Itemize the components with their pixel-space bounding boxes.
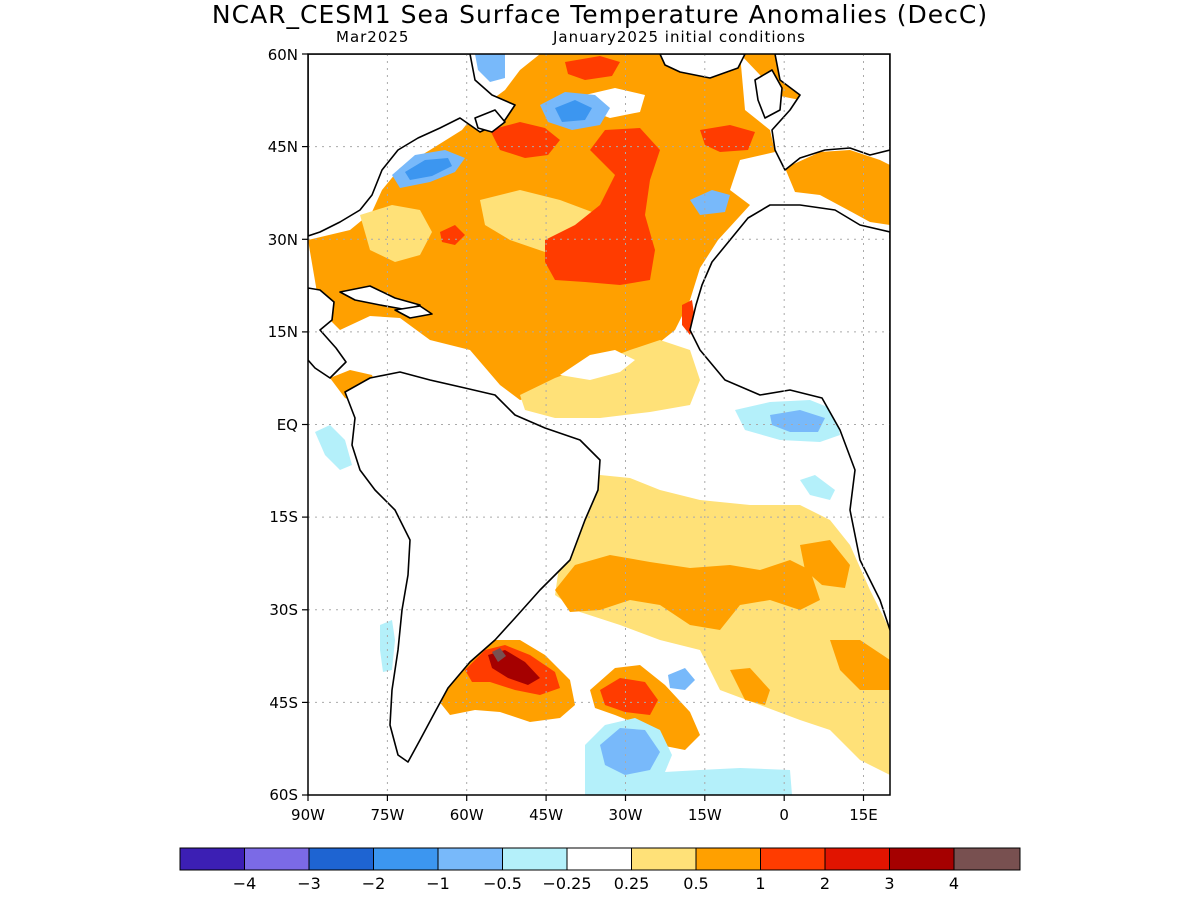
colorbar-label-5: −0.25 (542, 874, 591, 893)
lat-label-eq: EQ (277, 416, 298, 434)
colorbar-box-6 (566, 847, 632, 871)
greenland-land (659, 54, 746, 79)
colorbar-label-9: 2 (820, 874, 830, 893)
lon-label-60w: 60W (450, 806, 484, 824)
colorbar-box-1 (244, 847, 310, 871)
colorbar-box-7 (631, 847, 697, 871)
colorbar-label-11: 4 (949, 874, 959, 893)
anomaly-area-mid-red (600, 678, 658, 715)
lon-labels: 90W 75W 60W 45W 30W 15W 0 15E (291, 806, 878, 824)
colorbar-label-1: −3 (297, 874, 321, 893)
colorbar-box-0 (179, 847, 245, 871)
lat-label-15s: 15S (269, 508, 298, 526)
lon-label-0: 0 (779, 806, 789, 824)
colorbar-box-9 (760, 847, 826, 871)
anomaly-area-blue-north (475, 54, 505, 82)
lat-label-60s: 60S (269, 786, 298, 804)
anomaly-area-chile-cyan (380, 620, 395, 672)
lat-label-30s: 30S (269, 601, 298, 619)
anomaly-area-blue-nova-scotia-core (405, 158, 452, 180)
lon-label-45w: 45W (529, 806, 563, 824)
anomaly-area-s-east-orange (800, 540, 850, 588)
anomaly-area-red-north (490, 122, 560, 158)
lon-label-75w: 75W (370, 806, 404, 824)
colorbar: −4 −3 −2 −1 −0.5 −0.25 0.25 0.5 1 2 3 4 (179, 847, 1021, 893)
land-masses (308, 54, 890, 763)
colorbar-label-10: 3 (884, 874, 894, 893)
anomaly-area-tropic-yellow (520, 340, 700, 418)
lat-label-15n: 15N (268, 323, 298, 341)
colorbar-label-7: 0.5 (683, 874, 708, 893)
colorbar-box-8 (695, 847, 761, 871)
anomaly-area-red-east (700, 125, 755, 152)
colorbar-box-2 (308, 847, 374, 871)
africa-land (689, 204, 890, 631)
colorbar-box-11 (889, 847, 955, 871)
colorbar-box-10 (824, 847, 890, 871)
init-conditions-label: January2025 initial conditions (553, 28, 806, 46)
anomaly-area-red-central (545, 128, 660, 285)
north-america-land (308, 54, 516, 237)
colorbar-label-4: −0.5 (483, 874, 522, 893)
colorbar-box-5 (502, 847, 568, 871)
lat-label-30n: 30N (268, 231, 298, 249)
lat-label-45s: 45S (269, 694, 298, 712)
lat-label-45n: 45N (268, 138, 298, 156)
anomaly-area-west-yellow (360, 205, 432, 262)
colorbar-label-0: −4 (233, 874, 257, 893)
lat-labels: 60N 45N 30N 15N EQ 15S 30S 45S 60S (268, 46, 298, 804)
anomaly-area-southern-blue2 (668, 668, 695, 690)
uk-island (754, 69, 783, 119)
colorbar-label-8: 1 (755, 874, 765, 893)
axis-ticks (302, 53, 865, 801)
lon-label-30w: 30W (609, 806, 643, 824)
valid-month-label: Mar2025 (336, 28, 410, 46)
anomaly-area-brazil-max (492, 648, 506, 662)
colorbar-labels: −4 −3 −2 −1 −0.5 −0.25 0.25 0.5 1 2 3 4 (233, 874, 959, 893)
colorbar-box-3 (373, 847, 439, 871)
anomaly-area-cyan-small (800, 475, 835, 500)
newfoundland-island (474, 109, 506, 133)
colorbar-label-2: −2 (362, 874, 386, 893)
colorbar-label-3: −1 (426, 874, 450, 893)
chart-title: NCAR_CESM1 Sea Surface Temperature Anoma… (211, 0, 989, 29)
hispaniola-island (394, 305, 433, 319)
anomaly-area-sw-orange (730, 668, 770, 705)
lon-label-90w: 90W (291, 806, 325, 824)
anomaly-area-se-orange (830, 640, 890, 690)
anomaly-area-blue-azores (690, 190, 730, 215)
colorbar-box-4 (437, 847, 503, 871)
anomaly-area-red-small (440, 225, 465, 245)
central-america-land (308, 287, 347, 379)
anomaly-area-cyan-pacific (315, 425, 352, 470)
lat-label-60n: 60N (268, 46, 298, 64)
anomaly-area-blue-labrador-core (555, 100, 592, 122)
lon-label-15e: 15E (849, 806, 878, 824)
lon-label-15w: 15W (688, 806, 722, 824)
anomaly-area-white-trop (560, 350, 635, 380)
europe-land (771, 54, 890, 171)
anomaly-area-red-ne (565, 56, 620, 80)
anomaly-area-med (785, 150, 890, 225)
south-america-land (344, 371, 601, 763)
colorbar-boxes (179, 847, 1021, 871)
anomaly-area-southern-blue (600, 728, 660, 775)
anomaly-area-s-atlantic-orange (555, 555, 820, 630)
gridlines (308, 54, 890, 795)
colorbar-label-6: 0.25 (614, 874, 650, 893)
colorbar-box-12 (953, 847, 1021, 871)
